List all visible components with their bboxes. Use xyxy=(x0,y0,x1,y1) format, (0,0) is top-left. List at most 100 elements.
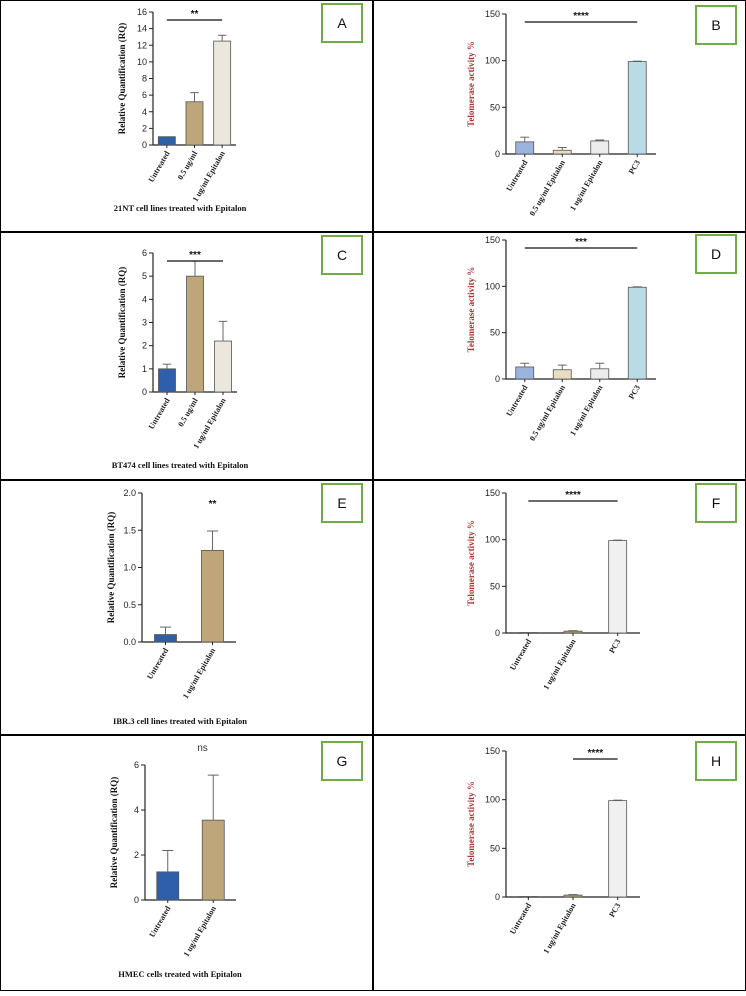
y-tick-label: 0 xyxy=(495,892,500,902)
y-axis-label: Telomerase activity % xyxy=(466,781,476,867)
bar xyxy=(515,366,535,380)
y-tick-label: 6 xyxy=(142,248,147,258)
y-tick-label: 50 xyxy=(490,102,500,112)
x-tick-label: 1 ug/ml Epitalon xyxy=(181,646,218,700)
bar xyxy=(627,61,647,155)
x-tick-label: 1 ug/ml Epitalon xyxy=(568,158,605,212)
panel-border xyxy=(0,0,373,232)
bar xyxy=(186,275,204,393)
panel-border xyxy=(0,480,373,735)
x-tick-label: Untreated xyxy=(147,149,172,184)
y-tick-label: 50 xyxy=(490,328,500,338)
chart-caption: IBR.3 cell lines treated with Epitalon xyxy=(113,716,247,726)
panel-badge xyxy=(321,483,363,523)
bar xyxy=(157,136,176,146)
x-tick-label: 1 ug/ml Epitalon xyxy=(541,637,578,691)
y-tick-label: 2 xyxy=(142,341,147,351)
chart-caption: BT474 cell lines treated with Epitalon xyxy=(112,460,249,470)
y-tick-label: 14 xyxy=(137,24,147,34)
y-tick-label: 100 xyxy=(485,535,500,545)
x-tick-label: Untreated xyxy=(504,158,529,193)
y-axis-label: Telomerase activity % xyxy=(466,520,476,606)
y-tick-label: 100 xyxy=(485,281,500,291)
x-tick-label: Untreated xyxy=(504,383,529,418)
bar xyxy=(590,140,610,155)
chart-caption: HMEC cells treated with Epitalon xyxy=(118,969,242,979)
y-tick-label: 2 xyxy=(134,850,139,860)
bar xyxy=(627,286,647,380)
panel-badge xyxy=(321,235,363,275)
panel-border xyxy=(373,480,746,735)
bar xyxy=(563,894,583,898)
bar xyxy=(214,340,232,393)
y-tick-label: 8 xyxy=(142,74,147,84)
y-tick-label: 3 xyxy=(142,318,147,328)
y-axis-label: Relative Quantification (RQ) xyxy=(109,777,119,889)
bar xyxy=(608,540,628,634)
x-tick-label: PC3 xyxy=(627,384,642,401)
bar xyxy=(158,368,176,393)
chart-panel-e: 0.0 0.5 1.0 1.5 2.0 Untreated 1 ug/ml Epitalon… xyxy=(106,483,363,726)
x-tick-label: PC3 xyxy=(607,902,622,919)
x-tick-label: Untreated xyxy=(147,904,172,939)
significance-label: *** xyxy=(189,250,201,261)
y-tick-label: 0.5 xyxy=(123,600,136,610)
x-tick-label: PC3 xyxy=(627,159,642,176)
panel-badge xyxy=(321,741,363,781)
bar xyxy=(201,819,225,901)
panel-label: D xyxy=(711,246,721,262)
x-tick-label: 0.5 ug/ml xyxy=(176,149,200,182)
panel-badge xyxy=(695,5,737,45)
significance-label: ** xyxy=(191,9,199,20)
bar xyxy=(185,101,204,146)
y-tick-label: 0 xyxy=(495,628,500,638)
bar xyxy=(608,800,628,898)
y-tick-label: 1.0 xyxy=(123,563,136,573)
panel-badge xyxy=(695,483,737,523)
y-axis-label: Telomerase activity % xyxy=(466,41,476,127)
x-tick-label: PC3 xyxy=(607,638,622,655)
chart-panel-f: 0 50 100 150 Untreated 1 ug/ml Epitalon PC3 Tel… xyxy=(466,483,737,691)
x-tick-label: 0.5 ug/ml xyxy=(176,396,200,429)
y-axis-label: Relative Quantification (RQ) xyxy=(117,23,127,135)
y-tick-label: 0 xyxy=(134,895,139,905)
panel-border xyxy=(373,232,746,480)
panel-badge xyxy=(695,741,737,781)
significance-label: ns xyxy=(197,743,208,754)
bar xyxy=(154,634,177,643)
x-tick-label: 1 ug/ml Epitalon xyxy=(541,901,578,955)
panel-label: H xyxy=(711,753,721,769)
x-tick-label: Untreated xyxy=(508,637,533,672)
panel-border xyxy=(0,232,373,480)
x-tick-label: Untreated xyxy=(147,396,172,431)
panel-badge xyxy=(695,234,737,274)
x-tick-label: Untreated xyxy=(508,901,533,936)
chart-panel-g: 0 2 4 6 Untreated 1 ug/ml Epitalon Relative Qu… xyxy=(109,741,363,979)
bar xyxy=(201,549,224,643)
bar xyxy=(563,630,583,634)
x-tick-label: 1 ug/ml Epitalon xyxy=(182,904,219,958)
y-tick-label: 10 xyxy=(137,57,147,67)
y-tick-label: 0 xyxy=(495,374,500,384)
y-tick-label: 1.5 xyxy=(123,525,136,535)
panel-border xyxy=(373,0,746,232)
y-tick-label: 0 xyxy=(142,387,147,397)
panel-label: A xyxy=(337,15,347,31)
y-tick-label: 6 xyxy=(134,760,139,770)
chart-panel-h: 0 50 100 150 Untreated 1 ug/ml Epitalon PC3 Tel… xyxy=(466,741,737,955)
y-tick-label: 2 xyxy=(142,123,147,133)
significance-label: ** xyxy=(209,499,217,510)
chart-caption: 21NT cell lines treated with Epitalon xyxy=(114,203,247,213)
y-tick-label: 0 xyxy=(142,140,147,150)
y-tick-label: 2.0 xyxy=(123,488,136,498)
y-tick-label: 50 xyxy=(490,843,500,853)
significance-label: *** xyxy=(575,237,587,248)
significance-label: **** xyxy=(588,748,604,759)
y-axis-label: Relative Quantification (RQ) xyxy=(117,267,127,379)
panel-label: B xyxy=(711,17,720,33)
